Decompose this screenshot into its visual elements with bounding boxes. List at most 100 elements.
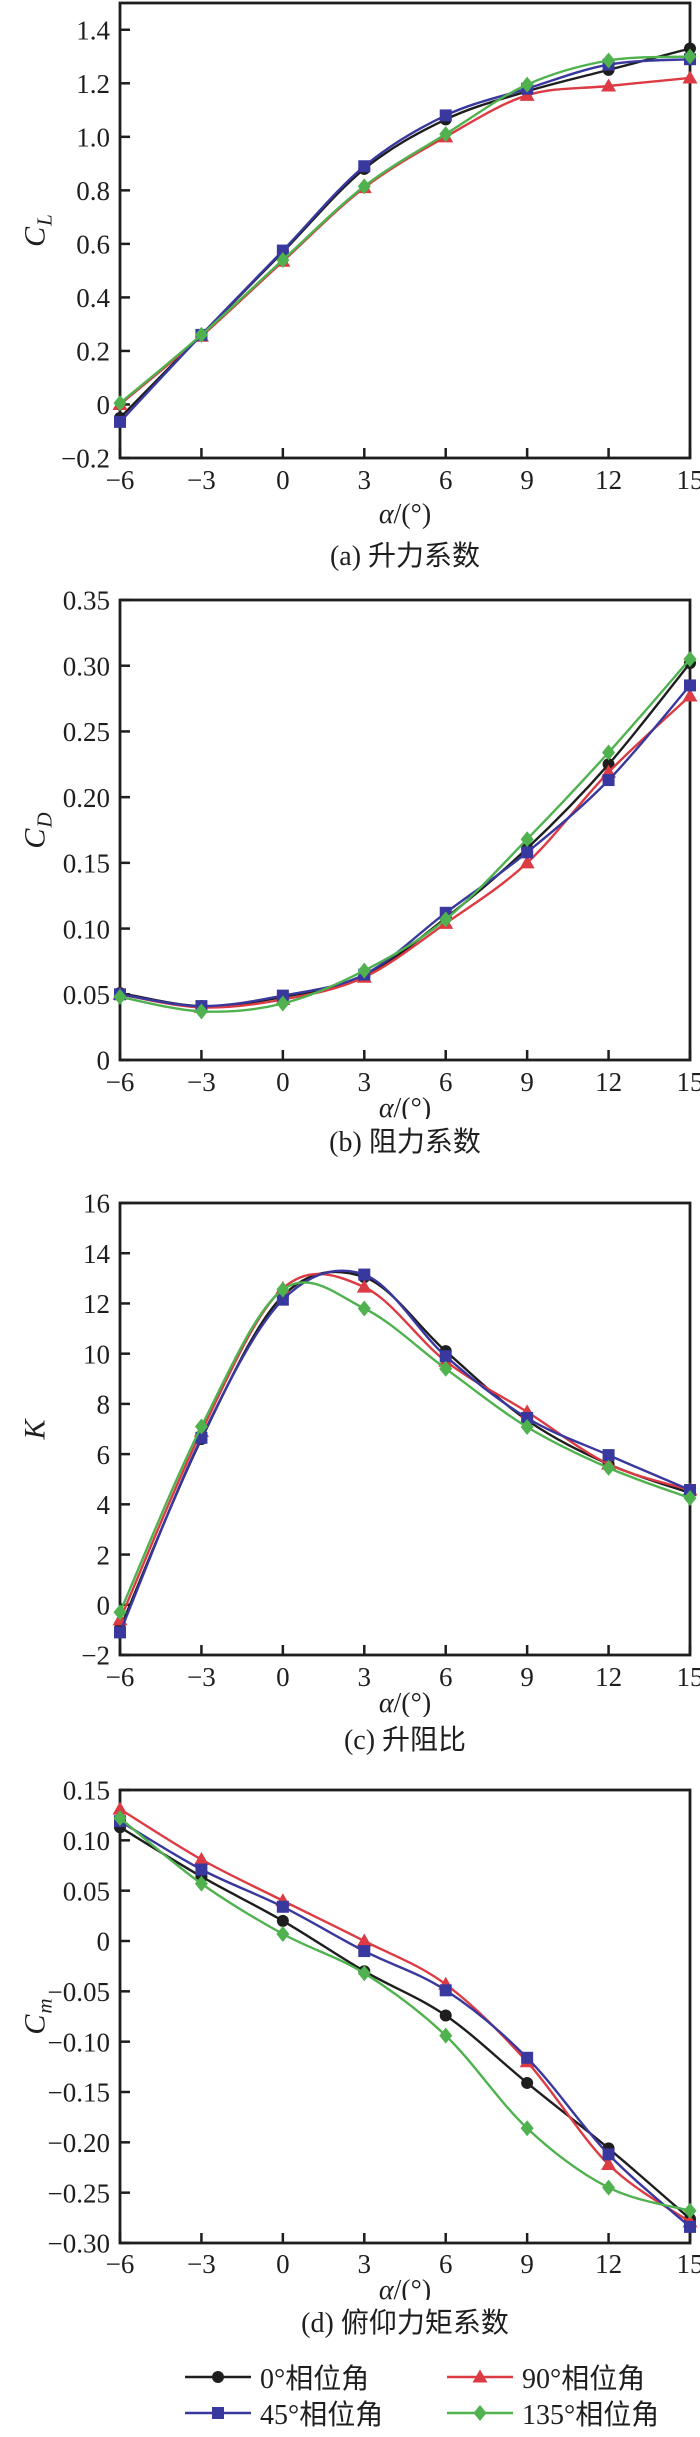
chart-a-x-tick-label: 6 [439, 465, 453, 495]
chart-a-series-1-markers [112, 70, 698, 410]
chart-a-series-2-markers [114, 53, 696, 428]
chart-d-axes: −6 −3 0 3 6 9 12 15 −0.30 −0.25 −0.20 −0.15 −0.10 −0.… [48, 1776, 700, 2279]
chart-c-x-tick-label: 12 [595, 1662, 622, 1692]
chart-a-y-tick-label: −0.2 [61, 444, 110, 474]
chart-c-series-3-line [118, 1281, 691, 1613]
chart-c-y-axis-symbol: K [18, 1418, 52, 1440]
legend: 0°相位角 90°相位角 45°相位角 135°相位角 [183, 2359, 700, 2431]
chart-b-x-tick-label: 12 [595, 1067, 622, 1097]
chart-b-series-2 [114, 679, 696, 1013]
legend-label-0deg: 0°相位角 [260, 2364, 370, 2395]
chart-b-y-tick-label: 0.25 [63, 717, 110, 747]
chart-c-x-tick-label: −3 [187, 1662, 216, 1692]
chart-c-x-tick-label: −6 [106, 1662, 135, 1692]
chart-b-x-tick-label: 3 [358, 1067, 372, 1097]
chart-d-x-tick-label: 9 [520, 2249, 534, 2279]
chart-b-series-0-line [119, 662, 691, 1008]
chart-b-series-1 [112, 688, 698, 1013]
legend-marker-45deg-square-icon [185, 2407, 251, 2419]
chart-b-series-0 [114, 657, 696, 1013]
chart-d-y-tick-label: −0.25 [48, 2178, 110, 2208]
chart-b-series-3-line [119, 658, 691, 1013]
chart-d-series-3 [113, 1810, 697, 2219]
chart-c-y-tick-label: 4 [97, 1490, 111, 1520]
chart-a-y-tick-label: 0.2 [76, 337, 110, 367]
chart-d-series-3-markers [113, 1810, 697, 2219]
chart-c-y-tick-label: 0 [97, 1590, 111, 1620]
chart-d-y-tick-label: 0.05 [63, 1876, 110, 1906]
chart-a-series-1 [112, 70, 698, 410]
chart-d-y-tick-label: −0.30 [48, 2229, 110, 2259]
chart-b-series-3-markers [113, 651, 697, 1020]
chart-b-y-axis-symbol: C [18, 827, 52, 849]
chart-c-x-tick-label: 15 [677, 1662, 700, 1692]
chart-d-y-tick-label: 0.10 [63, 1826, 110, 1856]
chart-c-x-tick-label: 9 [520, 1662, 534, 1692]
chart-d-y-axis-symbol: C [18, 2013, 52, 2035]
chart-c-caption: (c) 升阻比 [343, 1725, 467, 1756]
chart-a-series-3 [113, 48, 697, 412]
chart-d-y-tick-label: 0 [97, 1927, 111, 1957]
chart-b-y-tick-label: 0.10 [63, 914, 110, 944]
chart-a-y-axis-label: CL [19, 213, 58, 247]
chart-d-x-tick-label: 15 [677, 2249, 700, 2279]
chart-a-y-tick-label: 0.4 [76, 283, 110, 313]
chart-a-x-tick-label: 3 [358, 465, 372, 495]
legend-label-90deg: 90°相位角 [522, 2364, 646, 2395]
chart-a-caption: (a) 升力系数 [329, 541, 481, 572]
chart-b-x-tick-label: 9 [520, 1067, 534, 1097]
chart-b-series-0-markers [114, 657, 696, 1013]
chart-c-x-tick-label: 3 [358, 1662, 372, 1692]
chart-c-y-tick-label: 2 [97, 1540, 111, 1570]
chart-b-y-tick-label: 0.05 [63, 980, 110, 1010]
chart-c-y-tick-label: 8 [97, 1390, 111, 1420]
chart-b-series-3 [113, 651, 697, 1020]
chart-a-series-3-markers [113, 48, 697, 412]
chart-b-y-tick-label: 0.30 [63, 651, 110, 681]
chart-d-series-2 [114, 1815, 696, 2233]
chart-b-y-tick-label: 0.35 [63, 586, 110, 616]
chart-c-series-3 [113, 1281, 697, 1621]
chart-d-x-tick-label: 0 [276, 2249, 290, 2279]
chart-a-x-tick-label: 12 [595, 465, 622, 495]
chart-c-x-tick-label: 0 [276, 1662, 290, 1692]
chart-d-canvas: −6 −3 0 3 6 9 12 15 −0.30 −0.25 −0.20 −0.15 −0.10 −0.… [48, 1776, 700, 2300]
chart-b-x-tick-label: 15 [677, 1067, 700, 1097]
chart-b-y-tick-label: 0.20 [63, 783, 110, 813]
chart-c-series-2-markers [114, 1268, 696, 1639]
chart-c-y-tick-label: 16 [83, 1189, 110, 1219]
chart-a-series-0 [114, 42, 696, 424]
chart-a-x-tick-label: 15 [677, 465, 700, 495]
figure-b: −6 −3 0 3 6 9 12 15 0 0.05 0.10 0.15 0.20 0.25 0.30 0.3… [0, 586, 700, 1172]
chart-c-series-2 [114, 1268, 696, 1639]
chart-c-y-tick-label: 10 [83, 1339, 110, 1369]
chart-c-series-1-line [118, 1272, 691, 1621]
chart-c-y-tick-label: 12 [83, 1289, 110, 1319]
chart-a-series-2 [114, 53, 696, 428]
chart-b-x-tick-label: 0 [276, 1067, 290, 1097]
chart-a-series-0-markers [114, 42, 696, 424]
chart-a-x-axis-label: α/(°) [379, 499, 431, 530]
legend-marker-135deg-diamond-icon [447, 2405, 513, 2421]
chart-a-y-tick-label: 1.0 [76, 123, 110, 153]
chart-d-y-tick-label: −0.15 [48, 2078, 110, 2108]
chart-b-canvas: −6 −3 0 3 6 9 12 15 0 0.05 0.10 0.15 0.20 0.25 0.30 0.3… [63, 586, 700, 1119]
chart-b-caption: (b) 阻力系数 [329, 1127, 481, 1158]
chart-a-y-tick-label: 0.6 [76, 230, 110, 260]
legend-item-135deg: 135°相位角 [445, 2393, 700, 2433]
legend-item-90deg: 90°相位角 [445, 2357, 700, 2397]
figure-c: −6 −3 0 3 6 9 12 15 −2 0 2 4 6 8 10 12 14 16 α/(°) K (c) 升… [0, 1172, 700, 1770]
legend-marker-90deg-triangle-icon [447, 2369, 513, 2383]
chart-b-y-tick-label: 0 [97, 1046, 111, 1076]
chart-a-y-axis-symbol: C [18, 225, 52, 247]
legend-label-45deg: 45°相位角 [260, 2400, 384, 2431]
chart-c-x-tick-label: 6 [439, 1662, 453, 1692]
chart-a-series-2-line [119, 58, 691, 423]
chart-d-y-tick-label: −0.20 [48, 2128, 110, 2158]
chart-a-y-axis-subscript: L [32, 213, 57, 226]
legend-item-0deg: 0°相位角 [183, 2357, 445, 2397]
chart-c-y-tick-label: 6 [97, 1440, 111, 1470]
chart-a-axes: −6 −3 0 3 6 9 12 15 −0.2 0 0.2 0.4 0.6 0.8 1.0 1.2 1.4 [61, 1, 700, 495]
chart-b-x-tick-label: 6 [439, 1067, 453, 1097]
chart-a-x-tick-label: 9 [520, 465, 534, 495]
